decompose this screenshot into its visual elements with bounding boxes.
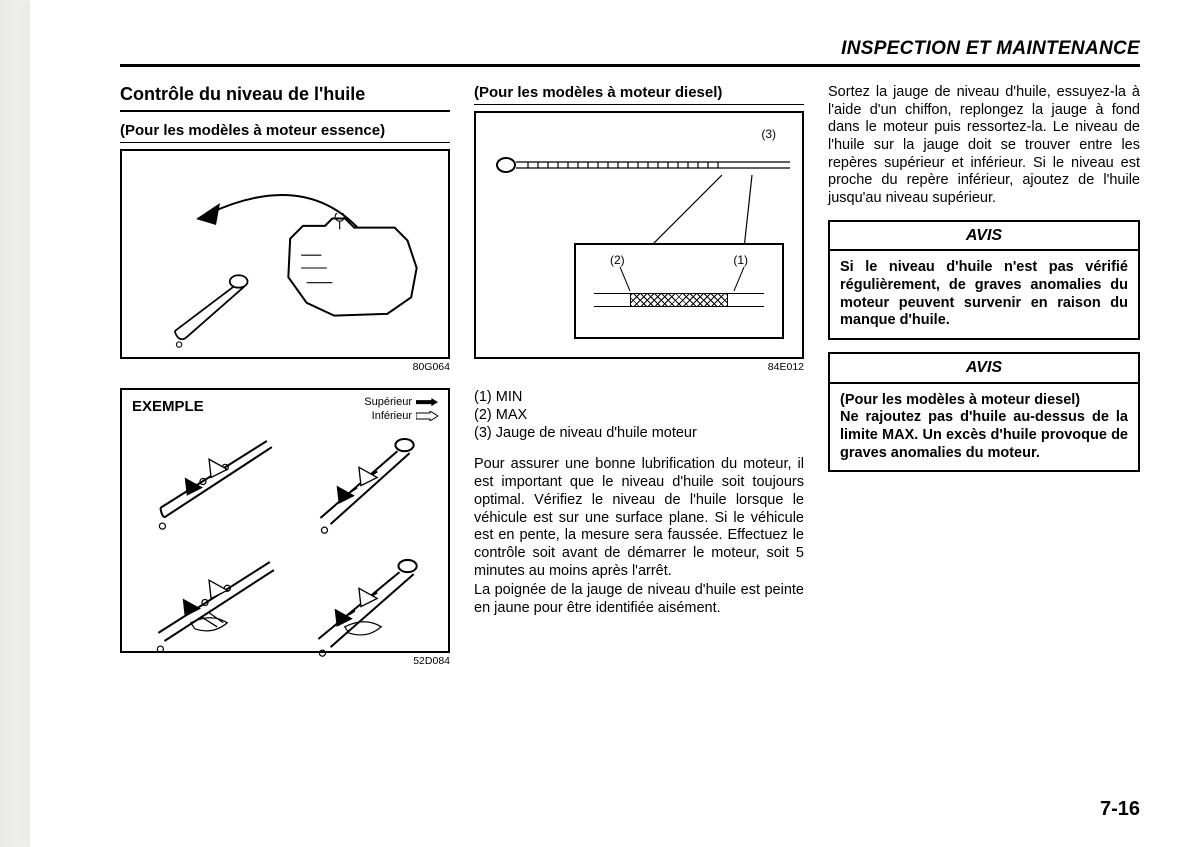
figure-example-dipstick-read: EXEMPLE Supérieur Inférieur: [120, 388, 450, 653]
notice-2-text: Ne rajoutez pas d'huile au-dessus de la …: [840, 409, 1128, 460]
body-middle: Pour assurer une bonne lubrification du …: [474, 456, 804, 617]
page-number: 7-16: [1100, 798, 1140, 821]
notice-body-2: (Pour les modèles à moteur diesel) Ne ra…: [830, 384, 1138, 471]
subhead-gasoline: (Pour les modèles à moteur essence): [120, 122, 450, 143]
column-right: Sortez la jauge de niveau d'huile, essuy…: [828, 84, 1140, 787]
body-right: Sortez la jauge de niveau d'huile, essuy…: [828, 84, 1140, 208]
example-panel-4: [288, 549, 440, 666]
crosshatch-range: [630, 294, 728, 306]
legend-inferior: Inférieur: [372, 410, 412, 422]
legend-item-1: (1) MIN: [474, 388, 804, 406]
para-procedure: Sortez la jauge de niveau d'huile, essuy…: [828, 84, 1140, 208]
example-label: EXEMPLE: [132, 398, 204, 416]
example-legend: Supérieur Inférieur: [364, 396, 438, 424]
fig3-label-3: (3): [761, 127, 776, 142]
legend-superior: Supérieur: [364, 396, 412, 408]
para-yellow-handle: La poignée de la jauge de niveau d'huile…: [474, 582, 804, 617]
inset-bar: [594, 293, 764, 307]
legend-item-3: (3) Jauge de niveau d'huile moteur: [474, 424, 804, 442]
column-left: Contrôle du niveau de l'huile (Pour les …: [120, 84, 450, 787]
dipstick-handle-icon: [152, 269, 272, 349]
example-panel-2: [288, 426, 440, 543]
page-header: INSPECTION ET MAINTENANCE: [841, 38, 1140, 60]
section-title: Contrôle du niveau de l'huile: [120, 84, 450, 112]
figure-diesel-dipstick: (3) (2) (1): [474, 111, 804, 359]
figure-code-3: 84E012: [474, 361, 804, 374]
figure-gasoline-dipstick: [120, 149, 450, 359]
subhead-diesel: (Pour les modèles à moteur diesel): [474, 84, 804, 105]
manual-page: INSPECTION ET MAINTENANCE Contrôle du ni…: [30, 0, 1200, 847]
example-panel-1: [130, 426, 282, 543]
header-rule: [120, 64, 1140, 67]
example-panel-3: [130, 549, 282, 666]
page-binding-shadow: [0, 0, 30, 847]
solid-arrow-icon: [416, 398, 438, 406]
hollow-arrow-icon: [416, 411, 438, 421]
notice-2-subhead: (Pour les modèles à moteur diesel): [840, 392, 1080, 408]
notice-title-1: AVIS: [830, 222, 1138, 252]
notice-box-1: AVIS Si le niveau d'huile n'est pas véri…: [828, 220, 1140, 340]
notice-body-1: Si le niveau d'huile n'est pas vérifié r…: [830, 251, 1138, 338]
notice-title-2: AVIS: [830, 354, 1138, 384]
figure3-legend-list: (1) MIN (2) MAX (3) Jauge de niveau d'hu…: [474, 388, 804, 442]
inset-minmax: (2) (1): [574, 243, 784, 339]
column-middle: (Pour les modèles à moteur diesel) (3): [474, 84, 804, 787]
example-quad: [130, 426, 440, 643]
para-lubrication: Pour assurer une bonne lubrification du …: [474, 456, 804, 580]
figure-code-1: 80G064: [120, 361, 450, 374]
legend-item-2: (2) MAX: [474, 406, 804, 424]
notice-box-2: AVIS (Pour les modèles à moteur diesel) …: [828, 352, 1140, 472]
engine-outline: [275, 213, 430, 323]
content-columns: Contrôle du niveau de l'huile (Pour les …: [120, 84, 1140, 787]
